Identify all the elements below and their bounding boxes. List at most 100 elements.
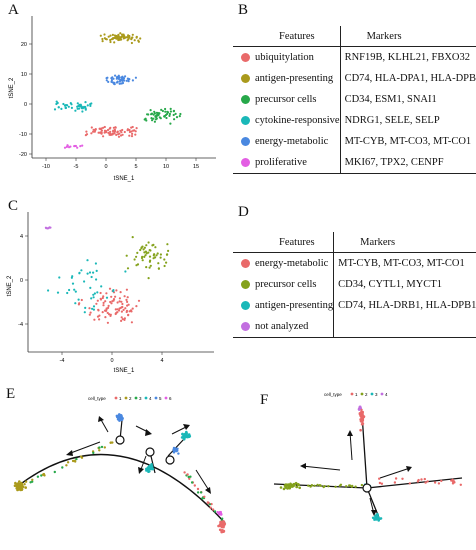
cell-point xyxy=(77,303,80,306)
markers-cell: NDRG1, SELE, SELP xyxy=(344,115,440,126)
panel-label-f: F xyxy=(260,392,269,408)
cell-point xyxy=(155,254,158,257)
cell-point xyxy=(20,484,24,487)
legend-label: 2 xyxy=(365,392,368,397)
cell-point xyxy=(184,434,188,437)
cell-point xyxy=(163,258,166,261)
cell-point xyxy=(147,241,150,244)
cell-point xyxy=(95,302,98,305)
cell-point xyxy=(82,106,86,109)
cell-point xyxy=(100,129,103,132)
markers-header: Markers xyxy=(360,236,396,248)
cell-point xyxy=(131,307,134,310)
cell-point xyxy=(157,262,160,265)
cell-point xyxy=(159,253,162,256)
cell-point xyxy=(187,475,190,479)
cell-point xyxy=(169,107,172,110)
cell-point xyxy=(135,35,138,38)
cell-point xyxy=(298,486,301,490)
cell-point xyxy=(129,309,133,312)
legend-dot xyxy=(241,95,250,105)
cell-point xyxy=(159,256,162,259)
cell-point xyxy=(107,35,110,38)
cell-point xyxy=(196,487,200,491)
cell-point xyxy=(181,432,184,436)
cell-point xyxy=(151,119,154,122)
cell-point xyxy=(103,37,106,40)
cell-point xyxy=(101,311,104,314)
cell-point xyxy=(193,484,196,487)
feature-label: energy-metabolic xyxy=(255,258,329,269)
cell-point xyxy=(147,277,150,280)
cell-point xyxy=(104,131,108,134)
cell-point xyxy=(150,113,153,116)
cell-point xyxy=(327,485,330,488)
cell-point xyxy=(102,126,105,129)
features-header: Features xyxy=(279,236,315,248)
cell-point xyxy=(65,464,68,467)
cell-point xyxy=(165,116,168,120)
cell-point xyxy=(110,80,113,83)
cell-point xyxy=(101,296,104,300)
cell-point xyxy=(394,477,398,480)
cell-point xyxy=(424,481,427,484)
cell-point xyxy=(163,115,166,118)
cell-point xyxy=(123,318,126,321)
cell-point xyxy=(160,108,163,111)
cell-point xyxy=(111,33,114,36)
y-axis-label: tSNE_2 xyxy=(7,275,13,296)
cell-point xyxy=(92,271,95,274)
cell-point xyxy=(135,305,138,308)
cell-point xyxy=(120,316,123,319)
legend-dot xyxy=(241,53,250,63)
cell-point xyxy=(36,475,40,478)
cell-point xyxy=(423,477,426,481)
legend-dot xyxy=(241,259,250,269)
cell-point xyxy=(144,254,147,257)
cell-point xyxy=(147,113,150,116)
cell-point xyxy=(126,300,129,303)
cell-point xyxy=(149,264,152,267)
arrow-head xyxy=(371,510,377,516)
cell-point xyxy=(83,280,86,283)
table-row: ubiquitylation RNF19B, KLHL21, FBXO32 xyxy=(233,46,476,68)
cell-point xyxy=(94,262,97,265)
cell-point xyxy=(111,37,115,40)
cell-point xyxy=(99,34,102,37)
arrow-head xyxy=(205,487,211,494)
cell-point xyxy=(128,78,131,81)
cell-point xyxy=(218,511,221,514)
cell-point xyxy=(219,513,223,516)
cell-point xyxy=(117,135,121,138)
cell-point xyxy=(222,529,226,533)
cell-point xyxy=(116,311,119,314)
cell-point xyxy=(183,471,186,474)
cell-point xyxy=(133,129,136,132)
direction-arrow xyxy=(301,465,341,471)
cell-point xyxy=(284,485,287,489)
cell-point xyxy=(110,79,113,82)
cell-point xyxy=(213,510,217,513)
cell-point xyxy=(89,311,92,314)
table-header: Features Markers xyxy=(233,232,476,253)
cell-point xyxy=(107,131,110,134)
cell-point xyxy=(109,38,112,42)
cell-point xyxy=(221,517,224,520)
feature-label: proliferative xyxy=(255,157,307,168)
cell-point xyxy=(316,483,319,487)
cell-point xyxy=(85,133,89,136)
table-row: antigen-presenting CD74, HLA-DPA1, HLA-DP… xyxy=(233,68,476,89)
legend-dot xyxy=(380,392,384,396)
arrow-head xyxy=(98,416,104,422)
cell-point xyxy=(81,144,84,147)
cell-point xyxy=(169,110,172,113)
legend-title: cell_type xyxy=(88,396,106,401)
tick-label: -4 xyxy=(60,358,65,364)
cell-point xyxy=(124,307,127,310)
cell-point xyxy=(121,302,124,306)
cell-point xyxy=(379,517,383,520)
markers-cell: MT-CYB, MT-CO3, MT-CO1 xyxy=(344,136,472,147)
panel-label-e: E xyxy=(6,386,16,402)
cell-point xyxy=(55,100,58,103)
cell-point xyxy=(188,477,191,480)
